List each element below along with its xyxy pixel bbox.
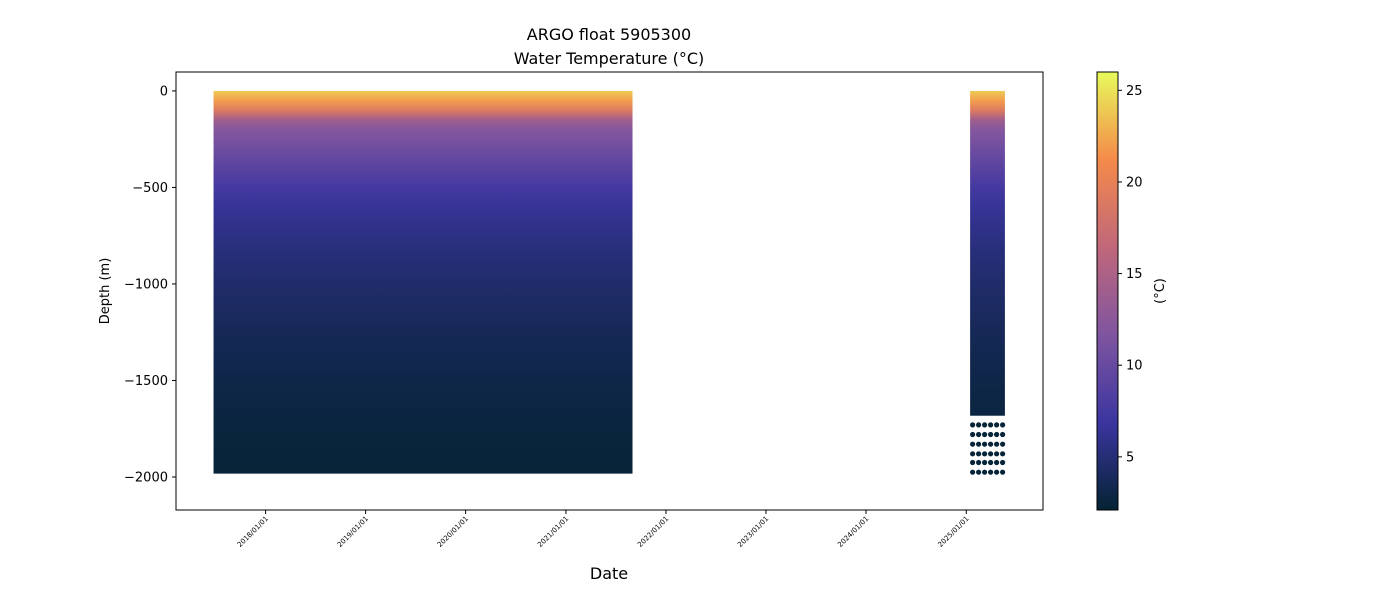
sample-dot: [976, 431, 982, 438]
sparse-row: [970, 431, 1006, 438]
x-axis-label: Date: [590, 564, 628, 583]
sample-dot: [1000, 451, 1006, 457]
temperature-band: [213, 100, 633, 111]
sample-dot: [1000, 459, 1006, 466]
sparse-row: [970, 451, 1006, 457]
x-tick-label: 2018/01/01: [236, 515, 270, 549]
y-tick-label: −2000: [124, 470, 168, 485]
sample-dot: [994, 469, 1000, 475]
plot-frame: [175, 71, 1044, 511]
temperature-band: [213, 129, 633, 150]
sample-dot: [1000, 469, 1006, 475]
sample-dot: [988, 422, 994, 428]
y-tick-label: −500: [132, 181, 168, 196]
sample-dot: [970, 441, 976, 447]
temperature-band: [213, 322, 633, 381]
y-tick-label: −1500: [124, 374, 168, 389]
temperature-band: [213, 168, 633, 188]
x-tick-label: 2021/01/01: [536, 515, 570, 549]
sample-dot: [982, 431, 988, 438]
colorbar-tick-label: 15: [1126, 267, 1143, 282]
sample-dot: [970, 431, 976, 438]
sample-dot: [994, 459, 1000, 466]
chart-title: ARGO float 5905300: [527, 25, 691, 44]
x-tick-label: 2019/01/01: [336, 515, 370, 549]
temperature-band: [970, 110, 1005, 121]
sample-dot: [988, 451, 994, 457]
sparse-row: [970, 459, 1006, 466]
sample-dot: [970, 459, 976, 466]
temperature-band: [970, 283, 1005, 324]
y-tick-label: −1000: [124, 277, 168, 292]
sparse-row: [970, 469, 1006, 475]
temperature-band: [213, 245, 633, 285]
sample-dot: [1000, 441, 1006, 447]
temperature-band: [213, 90, 633, 102]
temperature-band: [213, 380, 633, 439]
colorbar-tick-label: 5: [1126, 450, 1134, 465]
sample-dot: [970, 422, 976, 428]
temperature-band: [970, 148, 1005, 169]
colorbar-tick-label: 25: [1126, 84, 1143, 99]
colorbar-label: (°C): [1153, 278, 1168, 304]
sample-dot: [976, 451, 982, 457]
sample-dot: [976, 422, 982, 428]
temperature-band: [970, 129, 1005, 150]
sample-dot: [982, 441, 988, 447]
sparse-row: [970, 441, 1006, 447]
temperature-band: [970, 322, 1005, 381]
temperature-band: [970, 90, 1005, 102]
sample-dot: [988, 459, 994, 466]
x-tick-label: 2024/01/01: [836, 515, 870, 549]
x-tick-label: 2023/01/01: [736, 515, 770, 549]
sparse-row: [970, 422, 1006, 428]
sample-dot: [982, 459, 988, 466]
sample-dot: [982, 469, 988, 475]
temperature-band: [970, 100, 1005, 111]
sample-dot: [970, 469, 976, 475]
colorbar-tick-label: 20: [1126, 175, 1143, 190]
sample-dot: [1000, 422, 1006, 428]
x-tick-label: 2022/01/01: [636, 515, 670, 549]
temperature-band: [213, 187, 633, 208]
x-tick-label: 2025/01/01: [936, 515, 970, 549]
temperature-band: [213, 438, 633, 474]
colorbar-tick-label: 10: [1126, 359, 1143, 374]
temperature-band: [970, 380, 1005, 416]
sample-dot: [988, 469, 994, 475]
chart-subtitle: Water Temperature (°C): [514, 49, 704, 68]
temperature-band: [970, 119, 1005, 131]
sample-dot: [976, 469, 982, 475]
y-axis-label: Depth (m): [98, 258, 113, 325]
sample-dot: [994, 422, 1000, 428]
sample-dot: [988, 441, 994, 447]
sample-dot: [994, 441, 1000, 447]
temperature-band: [213, 283, 633, 324]
temperature-band: [970, 206, 1005, 246]
sample-dot: [982, 422, 988, 428]
x-tick-label: 2020/01/01: [436, 515, 470, 549]
sample-dot: [1000, 431, 1006, 438]
temperature-band: [970, 245, 1005, 285]
y-tick-label: 0: [160, 84, 168, 99]
sample-dot: [988, 431, 994, 438]
temperature-band: [970, 168, 1005, 188]
temperature-band: [213, 110, 633, 121]
temperature-band: [970, 187, 1005, 208]
sample-dot: [970, 451, 976, 457]
sample-dot: [976, 459, 982, 466]
temperature-band: [213, 206, 633, 246]
colorbar: [1096, 71, 1119, 511]
sample-dot: [976, 441, 982, 447]
temperature-band: [213, 148, 633, 169]
temperature-band: [213, 119, 633, 131]
sample-dot: [994, 431, 1000, 438]
sample-dot: [994, 451, 1000, 457]
sample-dot: [982, 451, 988, 457]
